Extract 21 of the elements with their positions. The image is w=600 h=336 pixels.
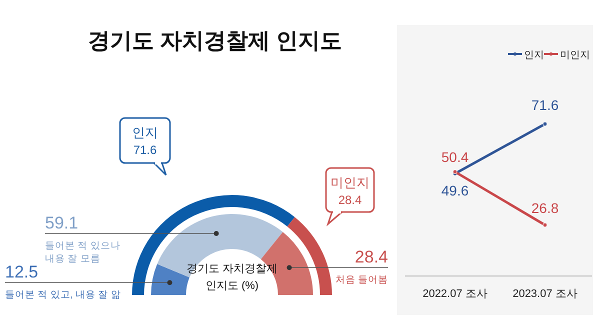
legend-label: 미인지 bbox=[560, 50, 590, 61]
data-label: 71.6 bbox=[531, 97, 559, 113]
data-label: 49.6 bbox=[441, 182, 469, 199]
slice-label: 인지 bbox=[132, 125, 158, 140]
slice-label: 처음 들어봄 bbox=[335, 274, 388, 286]
slice-label: 들어본 적 있으나 내용 잘 모름 bbox=[45, 240, 120, 264]
data-label: 28.4 bbox=[338, 193, 362, 207]
data-label: 50.4 bbox=[441, 148, 469, 165]
slice-label: 들어본 적 있고, 내용 잘 앎 bbox=[5, 290, 121, 301]
data-label: 28.4 bbox=[354, 248, 388, 267]
data-label: 59.1 bbox=[45, 213, 78, 232]
chart-title: 경기도 자치경찰제 인지도 bbox=[88, 28, 342, 53]
data-label: 12.5 bbox=[5, 262, 38, 282]
x-tick-label: 2022.07 조사 bbox=[422, 288, 488, 300]
point bbox=[542, 122, 548, 126]
x-tick-label: 2023.07 조사 bbox=[512, 288, 578, 300]
legend-label: 인지 bbox=[524, 50, 544, 61]
point bbox=[542, 222, 548, 228]
slice-label: 미인지 bbox=[330, 175, 370, 190]
data-label: 71.6 bbox=[133, 143, 157, 157]
data-label: 26.8 bbox=[531, 200, 559, 216]
